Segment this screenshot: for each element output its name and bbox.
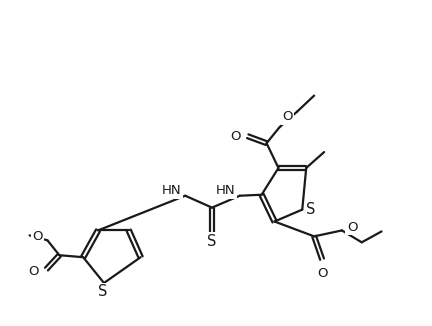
Text: S: S — [98, 284, 108, 299]
Text: S: S — [306, 202, 316, 217]
Text: O: O — [230, 130, 241, 143]
Text: S: S — [207, 234, 217, 249]
Text: O: O — [283, 110, 293, 123]
Text: O: O — [32, 230, 42, 243]
Text: O: O — [347, 221, 357, 234]
Text: HN: HN — [162, 184, 181, 197]
Text: O: O — [28, 265, 38, 277]
Text: HN: HN — [216, 184, 236, 197]
Text: O: O — [317, 267, 327, 280]
